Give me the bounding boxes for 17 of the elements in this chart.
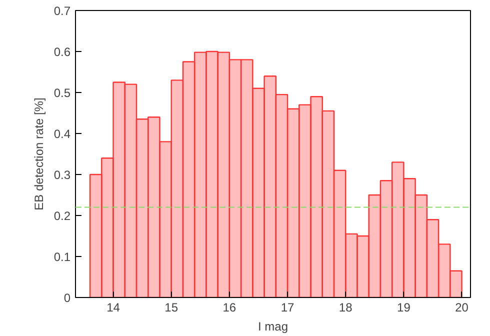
y-axis-title: EB detection rate [%] <box>32 98 46 210</box>
y-tick-label: 0.7 <box>54 4 71 18</box>
x-tick-label: 20 <box>455 300 469 314</box>
y-tick-label: 0.4 <box>54 127 71 141</box>
y-tick-label: 0.6 <box>54 45 71 59</box>
x-tick-label: 17 <box>280 300 295 314</box>
x-tick-label: 15 <box>164 300 178 314</box>
x-tick-label: 14 <box>106 300 120 314</box>
y-tick-label: 0 <box>64 291 71 305</box>
y-tick-label: 0.5 <box>54 86 71 100</box>
x-tick-label: 19 <box>397 300 411 314</box>
x-tick-label: 16 <box>222 300 236 314</box>
y-tick-label: 0.1 <box>54 250 71 264</box>
y-tick-label: 0.2 <box>54 209 71 223</box>
x-axis-title: I mag <box>258 320 288 334</box>
y-tick-label: 0.3 <box>54 168 71 182</box>
x-tick-label: 18 <box>338 300 353 314</box>
